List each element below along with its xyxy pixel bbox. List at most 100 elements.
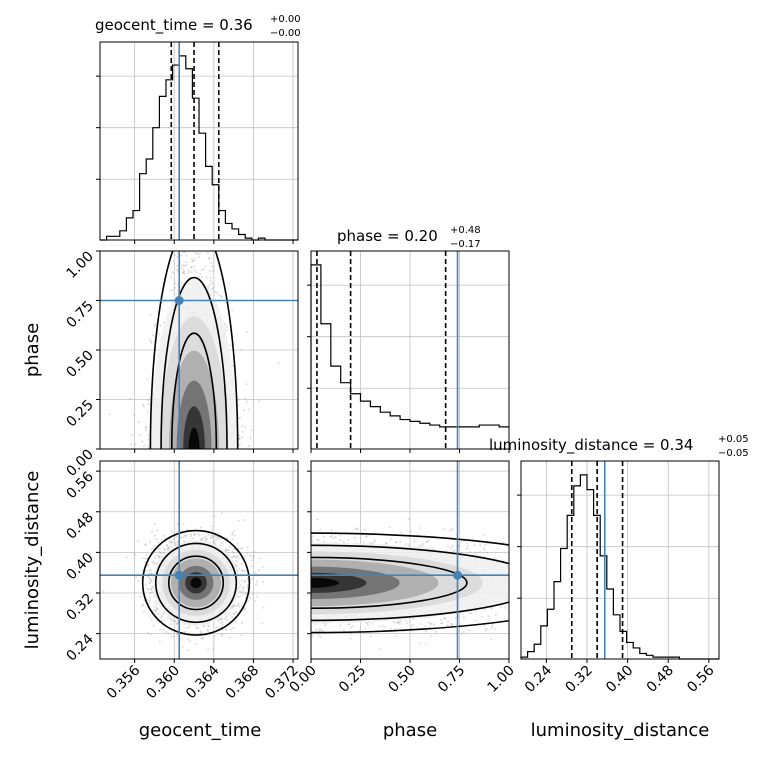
scatter-point	[192, 246, 194, 248]
scatter-point	[261, 566, 264, 569]
scatter-point	[223, 322, 226, 325]
scatter-point	[176, 541, 179, 544]
scatter-point	[228, 545, 231, 548]
scatter-point	[132, 413, 135, 416]
scatter-point	[213, 541, 216, 544]
scatter-point	[149, 587, 152, 590]
scatter-point	[202, 215, 204, 217]
scatter-point	[146, 576, 149, 579]
scatter-point	[175, 535, 178, 538]
scatter-point	[245, 383, 248, 386]
scatter-point	[191, 229, 193, 231]
scatter-point	[190, 166, 192, 168]
scatter-point	[134, 553, 137, 556]
scatter-point	[218, 536, 221, 539]
scatter-point	[248, 597, 251, 600]
scatter-point	[244, 596, 247, 599]
scatter-point	[220, 625, 223, 628]
scatter-point	[255, 583, 258, 586]
pair-panel-geocent_time-phase: 0.000.250.500.751.00	[63, 132, 299, 480]
scatter-point	[183, 243, 185, 245]
scatter-point	[209, 537, 212, 540]
hist-luminosity_distance-frame	[520, 460, 720, 660]
scatter-point	[182, 251, 185, 254]
scatter-point	[242, 589, 245, 592]
scatter-point	[185, 236, 187, 238]
xtick-label: 0.24	[522, 662, 555, 695]
scatter-point	[181, 646, 184, 649]
scatter-point	[206, 252, 209, 255]
scatter-point	[145, 425, 148, 428]
scatter-point	[216, 536, 219, 539]
title-geocent_time: geocent_time = 0.36 +0.00 −0.00	[95, 14, 301, 39]
scatter-point	[135, 576, 138, 579]
scatter-point	[241, 425, 244, 428]
scatter-point	[206, 215, 208, 217]
scatter-point	[184, 234, 186, 236]
scatter-point	[232, 555, 235, 558]
scatter-point	[166, 544, 169, 547]
scatter-point	[234, 555, 237, 558]
ytick-label: 1.00	[63, 249, 96, 282]
scatter-point	[237, 416, 240, 419]
scatter-point	[232, 365, 235, 368]
scatter-point	[237, 602, 240, 605]
scatter-point	[147, 403, 150, 406]
scatter-point	[170, 540, 173, 543]
scatter-point	[195, 252, 198, 255]
scatter-point	[211, 525, 214, 528]
scatter-point	[234, 611, 237, 614]
scatter-point	[208, 258, 211, 261]
scatter-point	[183, 272, 186, 275]
scatter-point	[192, 265, 195, 268]
scatter-point	[250, 559, 253, 562]
scatter-point	[142, 556, 145, 559]
scatter-point	[233, 664, 235, 666]
scatter-point	[239, 595, 242, 598]
scatter-point	[200, 538, 203, 541]
scatter-point	[238, 434, 241, 437]
scatter-point	[171, 618, 174, 621]
scatter-point	[148, 596, 151, 599]
scatter-point	[187, 649, 190, 652]
scatter-point	[189, 175, 191, 177]
scatter-point	[246, 583, 249, 586]
title-geocent_time-sub: −0.00	[270, 28, 301, 39]
scatter-point	[237, 596, 240, 599]
scatter-point	[184, 201, 186, 203]
scatter-point	[175, 269, 178, 272]
scatter-point	[207, 256, 210, 259]
scatter-point	[153, 324, 156, 327]
scatter-point	[231, 615, 234, 618]
scatter-point	[202, 208, 204, 210]
title-luminosity_distance: luminosity_distance = 0.34 +0.05 −0.05	[489, 434, 749, 459]
scatter-point	[155, 603, 158, 606]
xlabel-luminosity_distance: luminosity_distance	[531, 720, 710, 741]
scatter-point	[148, 540, 151, 543]
scatter-point	[199, 241, 201, 243]
scatter-point	[189, 640, 192, 643]
scatter-point	[176, 252, 179, 255]
scatter-point	[199, 630, 202, 633]
scatter-point	[159, 552, 162, 555]
scatter-point	[156, 529, 159, 532]
title-phase-main: phase = 0.20	[337, 227, 438, 245]
scatter-point	[144, 583, 147, 586]
scatter-point	[210, 536, 213, 539]
scatter-point	[224, 628, 227, 631]
scatter-point	[142, 610, 145, 613]
scatter-point	[171, 620, 174, 623]
scatter-point	[153, 605, 156, 608]
scatter-point	[184, 251, 187, 254]
scatter-point	[163, 548, 166, 551]
scatter-point	[170, 289, 173, 292]
scatter-point	[159, 628, 162, 631]
scatter-point	[236, 604, 239, 607]
scatter-point	[186, 132, 188, 134]
scatter-point	[196, 626, 199, 629]
scatter-point	[185, 264, 188, 267]
scatter-point	[131, 434, 134, 437]
scatter-point	[225, 548, 228, 551]
scatter-point	[184, 626, 187, 629]
scatter-point	[150, 569, 153, 572]
